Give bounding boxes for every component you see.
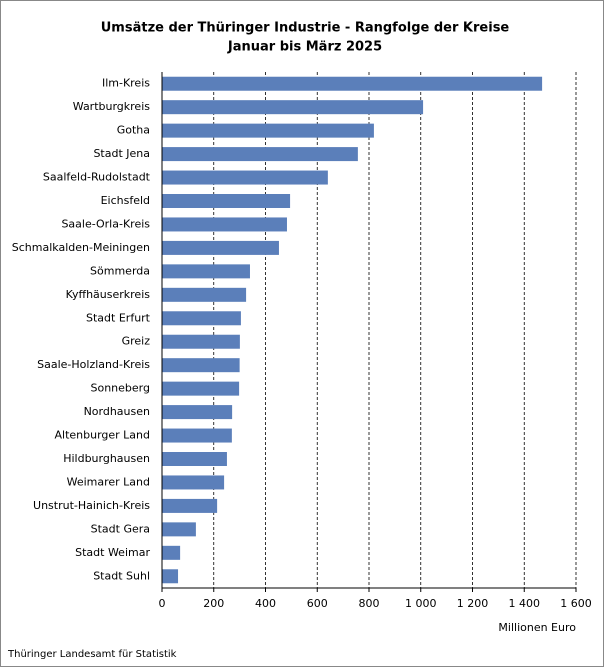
x-tick-label: 200	[203, 597, 224, 610]
x-tick-label: 1 600	[560, 597, 592, 610]
x-tick-label: 0	[159, 597, 166, 610]
bar	[162, 522, 196, 537]
y-tick-label: Sömmerda	[90, 264, 150, 277]
y-tick-label: Unstrut-Hainich-Kreis	[33, 499, 150, 512]
bar	[162, 194, 291, 208]
y-tick-label: Hildburghausen	[63, 452, 150, 465]
bar	[162, 287, 247, 302]
x-tick-label: 1 200	[457, 597, 489, 610]
y-tick-label: Altenburger Land	[54, 429, 150, 442]
y-tick-label: Saalfeld-Rudolstadt	[43, 171, 151, 184]
bar	[162, 452, 227, 466]
y-tick-label: Greiz	[122, 335, 151, 348]
y-tick-label: Saale-Orla-Kreis	[61, 217, 150, 230]
bar	[162, 240, 279, 255]
bar	[162, 170, 328, 185]
x-tick-label: 600	[307, 597, 328, 610]
bar	[162, 217, 287, 232]
y-tick-label: Wartburgkreis	[73, 100, 150, 113]
y-tick-label: Schmalkalden-Meiningen	[12, 241, 150, 254]
bar	[162, 123, 374, 138]
bar	[162, 545, 181, 560]
chart-subtitle: Januar bis März 2025	[227, 40, 382, 55]
bar	[162, 147, 358, 162]
y-tick-label: Stadt Suhl	[93, 569, 150, 582]
bar	[162, 475, 225, 490]
bar	[162, 498, 218, 513]
y-tick-label: Gotha	[117, 124, 150, 137]
x-tick-label: 800	[359, 597, 380, 610]
x-axis-label: Millionen Euro	[498, 621, 576, 634]
bar	[162, 264, 250, 279]
y-tick-label: Kyffhäuserkreis	[66, 288, 151, 301]
x-tick-label: 400	[255, 597, 276, 610]
x-tick-label: 1 000	[405, 597, 437, 610]
bar	[162, 569, 179, 584]
bar	[162, 76, 543, 91]
y-tick-label: Stadt Gera	[91, 522, 150, 535]
bar	[162, 311, 241, 326]
bar	[162, 334, 240, 349]
y-tick-label: Sonneberg	[91, 382, 151, 395]
y-tick-label: Saale-Holzland-Kreis	[37, 358, 150, 371]
bar	[162, 405, 233, 420]
chart-title: Umsätze der Thüringer Industrie - Rangfo…	[101, 21, 510, 36]
y-tick-label: Ilm-Kreis	[102, 77, 150, 90]
bar	[162, 358, 240, 373]
y-tick-label: Stadt Erfurt	[86, 311, 151, 324]
y-tick-label: Stadt Weimar	[75, 546, 150, 559]
bar	[162, 100, 424, 115]
bar	[162, 428, 232, 443]
x-tick-label: 1 400	[509, 597, 541, 610]
y-tick-label: Weimarer Land	[67, 475, 150, 488]
bar	[162, 381, 240, 396]
y-tick-label: Eichsfeld	[101, 194, 150, 207]
y-tick-label: Nordhausen	[84, 405, 150, 418]
source: Thüringer Landesamt für Statistik	[7, 649, 177, 660]
y-tick-label: Stadt Jena	[93, 147, 150, 160]
